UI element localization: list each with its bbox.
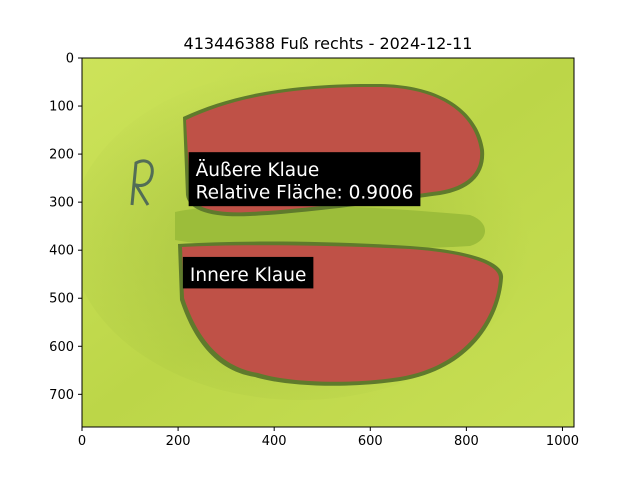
annotation-text: Äußere Klaue: [196, 160, 320, 181]
annotation-text: Innere Klaue: [190, 265, 306, 286]
y-tick-label: 200: [49, 148, 74, 163]
x-tick-label: 1000: [546, 434, 579, 449]
annotation-label: Innere Klaue: [182, 256, 314, 289]
x-tick-label: 600: [358, 434, 383, 449]
chart-title: 413446388 Fuß rechts - 2024-12-11: [184, 34, 473, 53]
claw-gap: [175, 204, 485, 250]
annotation-box: [182, 256, 314, 289]
y-tick-label: 300: [49, 196, 74, 211]
x-tick-label: 0: [78, 434, 86, 449]
y-axis: 0 100 200 300 400 500 600 700: [49, 52, 82, 403]
photo: [82, 58, 574, 427]
x-tick-label: 400: [262, 434, 287, 449]
x-axis: 0 200 400 600 800 1000: [78, 427, 579, 449]
annotation-box: [188, 152, 421, 207]
x-tick-label: 800: [454, 434, 479, 449]
y-tick-label: 0: [66, 52, 74, 67]
y-tick-label: 400: [49, 244, 74, 259]
y-tick-label: 500: [49, 292, 74, 307]
y-tick-label: 100: [49, 100, 74, 115]
y-tick-label: 600: [49, 340, 74, 355]
handwritten-mark: [130, 159, 154, 206]
x-tick-label: 200: [166, 434, 191, 449]
annotation-text: Relative Fläche: 0.9006: [196, 183, 414, 204]
y-tick-label: 700: [49, 388, 74, 403]
plot-area-frame: [81, 57, 575, 428]
